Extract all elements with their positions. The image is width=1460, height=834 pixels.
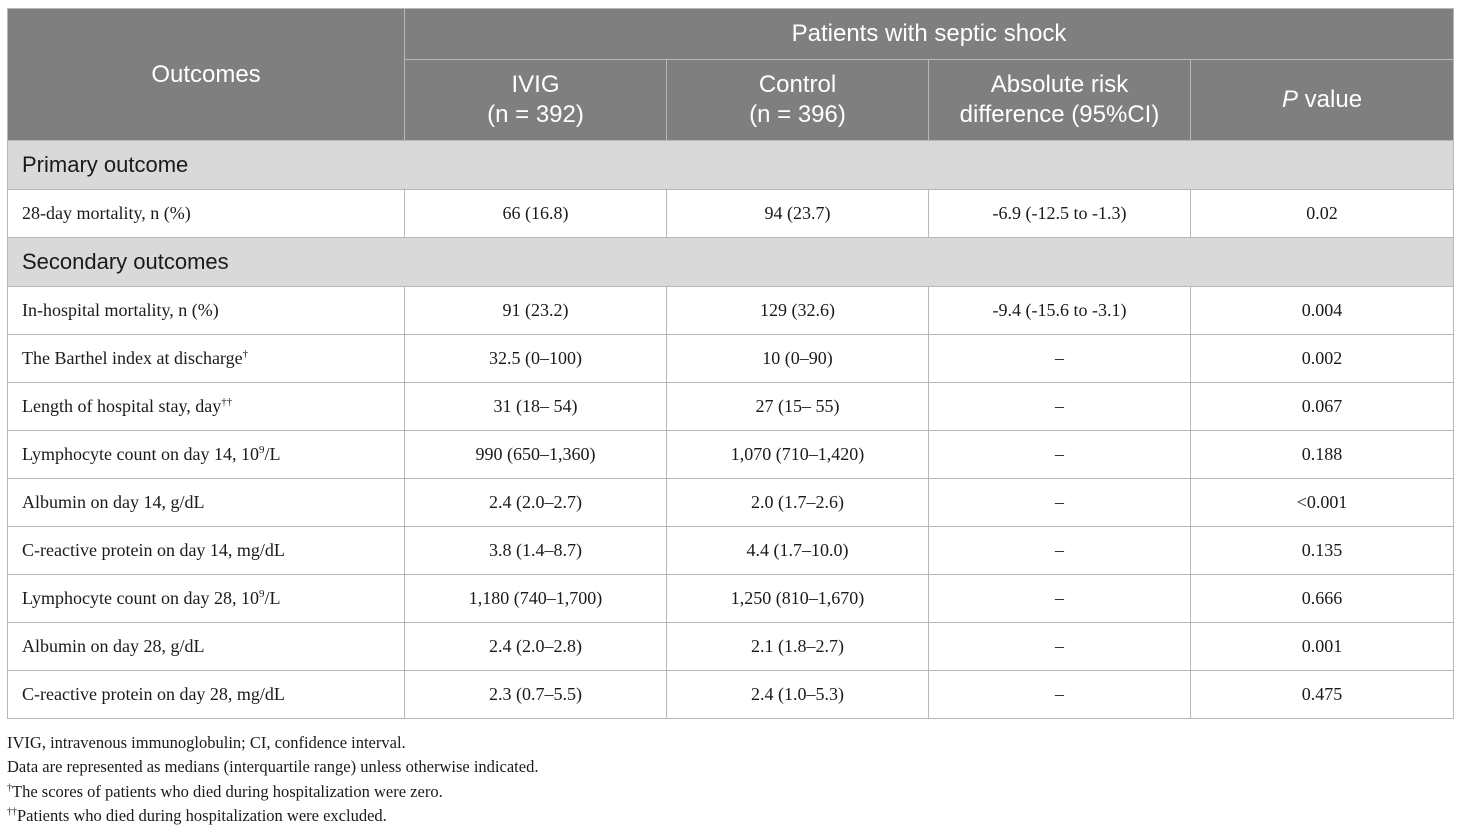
control-value: 129 (32.6) [666,286,929,335]
footnote-data-note: Data are represented as medians (interqu… [7,757,539,777]
risk-difference-value: – [928,478,1191,527]
table-row: Lymphocyte count on day 28, 109/L 1,180 (… [7,574,1455,623]
outcome-label: Albumin on day 28, g/dL [7,622,405,671]
ivig-value: 1,180 (740–1,700) [404,574,667,623]
outcome-label: Length of hospital stay, day†† [7,382,405,431]
p-value: 0.004 [1189,286,1455,335]
control-value: 27 (15– 55) [666,382,929,431]
section-title: Primary outcome [6,140,1455,190]
control-value: 10 (0–90) [666,334,929,383]
table-row: In-hospital mortality, n (%) 91 (23.2) 129… [7,286,1455,335]
footnote-abbreviations: IVIG, intravenous immunoglobulin; CI, co… [7,733,406,752]
outcome-label: Lymphocyte count on day 28, 109/L [7,574,405,623]
ivig-value: 2.3 (0.7–5.5) [404,670,667,719]
header-group-septic-shock: Patients with septic shock [403,8,1455,60]
header-absolute-risk-difference: Absolute risk difference (95%CI) [928,59,1191,141]
table-row: Albumin on day 28, g/dL 2.4 (2.0–2.8) 2.1 … [7,622,1455,671]
risk-difference-value: – [928,670,1191,719]
header-control: Control (n = 396) [666,59,929,141]
table-row: C-reactive protein on day 14, mg/dL 3.8 (… [7,526,1455,575]
ivig-value: 32.5 (0–100) [404,334,667,383]
ivig-value: 91 (23.2) [404,286,667,335]
footnotes: IVIG, intravenous immunoglobulin; CI, co… [7,731,1453,828]
risk-difference-value: – [928,334,1191,383]
risk-difference-value: – [928,526,1191,575]
header-p-value: P value [1189,59,1455,141]
outcome-label: The Barthel index at discharge† [7,334,405,383]
risk-difference-value: -6.9 (-12.5 to -1.3) [928,189,1191,238]
control-value: 4.4 (1.7–10.0) [666,526,929,575]
risk-difference-value: – [928,622,1191,671]
risk-difference-value: – [928,430,1191,479]
superscript: †† [221,396,233,408]
superscript: 9 [258,444,265,456]
control-value: 2.4 (1.0–5.3) [666,670,929,719]
outcome-label: In-hospital mortality, n (%) [7,286,405,335]
table-row: Albumin on day 14, g/dL 2.4 (2.0–2.7) 2.0 … [7,478,1455,527]
outcome-label: Lymphocyte count on day 14, 109/L [7,430,405,479]
p-value: 0.001 [1189,622,1455,671]
header-outcomes: Outcomes [7,8,405,141]
footnote-dagger: †The scores of patients who died during … [7,781,443,801]
outcome-label: C-reactive protein on day 28, mg/dL [7,670,405,719]
header-ivig: IVIG (n = 392) [404,59,667,141]
ivig-value: 66 (16.8) [404,189,667,238]
superscript: 9 [258,588,265,600]
superscript: † [242,348,249,360]
table-row: Lymphocyte count on day 14, 109/L 990 (65… [7,430,1455,479]
control-value: 2.1 (1.8–2.7) [666,622,929,671]
control-value: 94 (23.7) [666,189,929,238]
footnote-double-dagger: ††Patients who died during hospitalizati… [7,805,387,825]
p-value: <0.001 [1189,478,1455,527]
table-row: The Barthel index at discharge† 32.5 (0–1… [7,334,1455,383]
section-row: Secondary outcomes [6,237,1455,287]
section-row: Primary outcome [6,140,1455,190]
section-title: Secondary outcomes [6,237,1455,287]
p-value: 0.188 [1189,430,1455,479]
risk-difference-value: -9.4 (-15.6 to -3.1) [928,286,1191,335]
outcome-label: C-reactive protein on day 14, mg/dL [7,526,405,575]
outcome-label: 28-day mortality, n (%) [7,189,405,238]
outcome-label: Albumin on day 14, g/dL [7,478,405,527]
ivig-value: 2.4 (2.0–2.8) [404,622,667,671]
table-row: 28-day mortality, n (%) 66 (16.8) 94 (23.7… [7,189,1455,238]
ivig-value: 3.8 (1.4–8.7) [404,526,667,575]
control-value: 2.0 (1.7–2.6) [666,478,929,527]
p-value: 0.475 [1189,670,1455,719]
ivig-value: 990 (650–1,360) [404,430,667,479]
risk-difference-value: – [928,574,1191,623]
p-value: 0.135 [1189,526,1455,575]
risk-difference-value: – [928,382,1191,431]
table-row: Length of hospital stay, day†† 31 (18– 54… [7,382,1455,431]
table-row: C-reactive protein on day 28, mg/dL 2.3 (… [7,670,1455,719]
p-value: 0.02 [1189,189,1455,238]
control-value: 1,250 (810–1,670) [666,574,929,623]
outcomes-table: Outcomes Patients with septic shock IVIG… [6,8,1455,719]
p-value: 0.666 [1189,574,1455,623]
p-value: 0.002 [1189,334,1455,383]
ivig-value: 31 (18– 54) [404,382,667,431]
control-value: 1,070 (710–1,420) [666,430,929,479]
ivig-value: 2.4 (2.0–2.7) [404,478,667,527]
p-value: 0.067 [1189,382,1455,431]
